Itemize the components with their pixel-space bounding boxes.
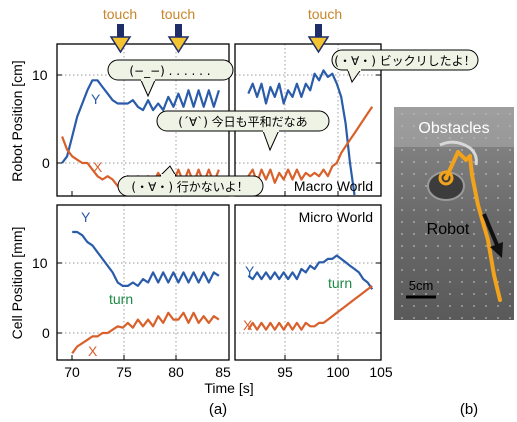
touch-label-3: touch [308, 6, 342, 22]
xtick-label-80: 80 [168, 364, 184, 380]
turn-label-right: turn [328, 275, 352, 291]
macro-world-label: Macro World [294, 178, 373, 194]
photo-robot-label: Robot [427, 221, 470, 238]
speech-bubble-4-text: (・∀・) 行かないよ！ [131, 180, 248, 194]
x-axis-label: Time [s] [204, 380, 253, 396]
top-y-axis-label: Robot Position [cm] [9, 60, 25, 181]
series-line-y-bottom-left [72, 230, 220, 287]
ytick-label-top-0: 0 [42, 155, 50, 171]
series-line-x-top-right [247, 106, 374, 184]
xtick-label-85: 85 [215, 364, 231, 380]
micro-world-label: Micro World [299, 209, 373, 225]
xtick-label-100: 100 [326, 364, 350, 380]
series-label-y-bottom-right: Y [245, 263, 255, 279]
touch-label-1: touch [103, 6, 137, 22]
series-line-y-top-left [61, 79, 220, 164]
bottom-y-axis-label: Cell Position [mm] [9, 227, 25, 340]
photo-obstacles-label: Obstacles [418, 120, 489, 137]
series-label-y-top-left: Y [91, 91, 101, 107]
speech-bubble-2: (・∀・) ビックリしたよ！ [331, 49, 479, 84]
series-label-y-bottom-left: Y [81, 209, 91, 225]
speech-bubble-4: (・∀・) 行かないよ！ [117, 165, 264, 197]
ytick-label-top-10: 10 [32, 67, 48, 83]
panel-bottom-left-frame [56, 204, 230, 361]
xtick-label-95: 95 [277, 364, 293, 380]
speech-bubble-1: (−_−) . . . . . . [107, 59, 234, 98]
panel-bottom-right-frame [234, 204, 382, 361]
photo-scale-label: 5cm [409, 278, 434, 293]
series-line-x-bottom-right [247, 285, 373, 331]
series-label-x-bottom-right: X [243, 317, 253, 333]
speech-bubble-3: (´∀`) 今日も平和だなあ [156, 110, 330, 152]
touch-arrow-icon [167, 24, 190, 54]
series-label-x-bottom-left: X [88, 343, 98, 359]
subfigure-label-b: (b) [460, 401, 478, 418]
xtick-label-70: 70 [64, 364, 80, 380]
subfigure-label-a: (a) [209, 401, 227, 418]
ytick-label-bottom-0: 0 [42, 325, 50, 341]
y-ticks [57, 74, 381, 334]
series-line-x-bottom-left [71, 311, 220, 354]
series-line-y-bottom-right [247, 254, 374, 290]
touch-arrow-icon [307, 24, 330, 54]
xtick-label-105: 105 [369, 364, 393, 380]
touch-label-2: touch [161, 6, 195, 22]
ytick-label-bottom-10: 10 [32, 255, 48, 271]
robot-photo: Obstacles Robot 5cm [394, 107, 514, 320]
turn-label-left: turn [109, 291, 133, 307]
xtick-label-75: 75 [116, 364, 132, 380]
speech-bubble-3-text: (´∀`) 今日も平和だなあ [178, 114, 307, 129]
series-line-y-top-right [247, 69, 356, 196]
touch-arrow-icon [109, 24, 132, 54]
speech-bubble-2-text: (・∀・) ビックリしたよ！ [334, 54, 475, 68]
speech-bubble-1-text: (−_−) . . . . . . [129, 64, 210, 78]
series-label-x-top-left: X [93, 159, 103, 175]
